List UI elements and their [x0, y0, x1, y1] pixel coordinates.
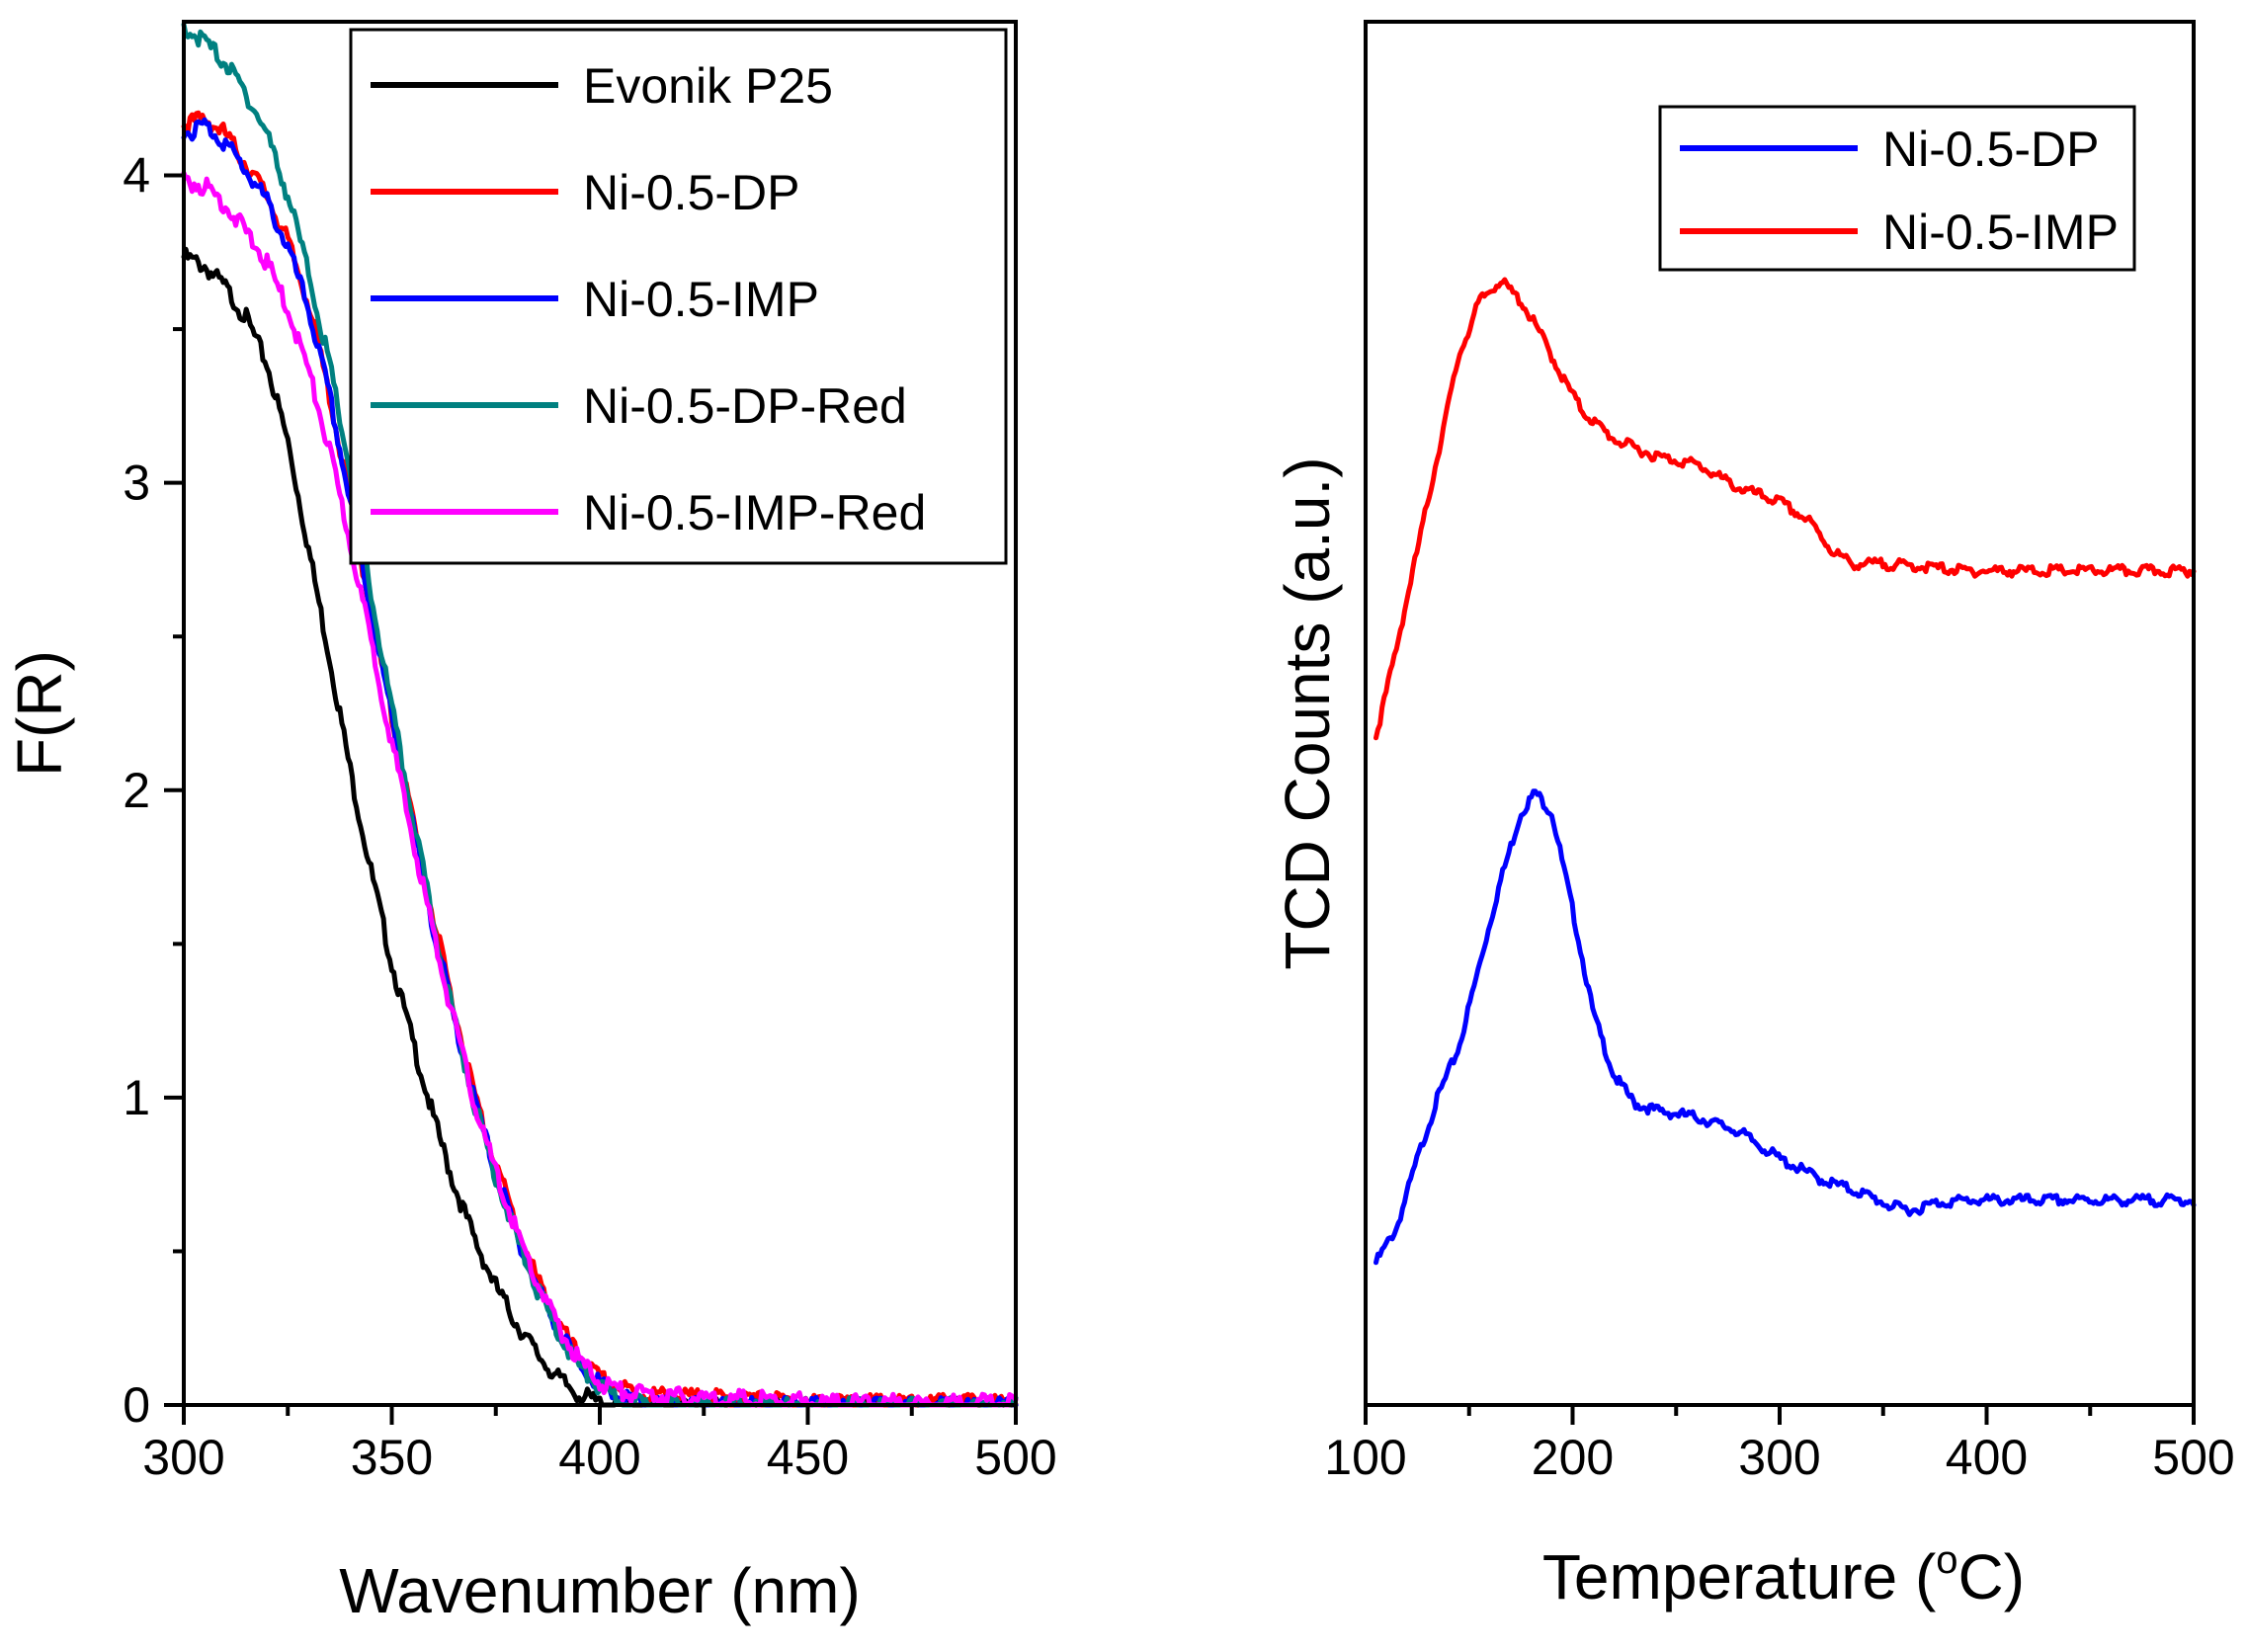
uv-vis-x-tick-label: 350	[351, 1430, 433, 1485]
tpr-x-tick-label: 400	[1946, 1430, 2028, 1485]
tpr-legend: Ni-0.5-DP Ni-0.5-IMP	[1658, 105, 2136, 272]
tpr-x-tick-label: 300	[1738, 1430, 1820, 1485]
tpr-legend-box	[1658, 105, 2136, 272]
tpr-x-axis-label-prefix: Temperature (	[1542, 1541, 1936, 1612]
uv-vis-y-tick-label: 1	[123, 1070, 150, 1125]
uv-vis-x-tick-label: 450	[767, 1430, 849, 1485]
uv-vis-y-tick-label: 2	[123, 763, 150, 818]
uv-vis-y-axis-label: F(R)	[4, 650, 75, 777]
uv-vis-legend-label: Ni-0.5-DP-Red	[583, 378, 907, 434]
tpr-y-axis-label: TCD Counts (a.u.)	[1272, 456, 1343, 969]
uv-vis-y-tick-label: 3	[123, 455, 150, 511]
uv-vis-legend-label: Ni-0.5-IMP	[583, 272, 819, 327]
uv-vis-legend: Evonik P25 Ni-0.5-DP Ni-0.5-IMP Ni-0.5-DP-R…	[349, 28, 1008, 565]
tpr-x-axis-label-suffix: C)	[1958, 1541, 2026, 1612]
uv-vis-legend-label: Ni-0.5-DP	[583, 165, 799, 220]
tpr-x-tick-label: 500	[2152, 1430, 2234, 1485]
uv-vis-x-tick-label: 400	[558, 1430, 640, 1485]
uv-vis-panel: 300 350 400 450 500 0 1 2 3 4 Wavenumber (nm) F(R…	[4, 20, 1057, 1626]
tpr-x-tick-label: 100	[1324, 1430, 1406, 1485]
uv-vis-ticks: 300 350 400 450 500 0 1 2 3 4	[123, 148, 1057, 1485]
uv-vis-legend-label: Evonik P25	[583, 58, 833, 114]
uv-vis-y-tick-label: 0	[123, 1377, 150, 1433]
uv-vis-y-tick-label: 4	[123, 148, 150, 204]
tpr-series-group	[1374, 277, 2197, 1266]
tpr-series-ni-0-5-imp	[1374, 277, 2197, 741]
uv-vis-x-tick-label: 500	[974, 1430, 1056, 1485]
tpr-panel: 100 200 300 400 500 Temperature (oC) TCD Cou…	[1272, 20, 2235, 1612]
tpr-x-axis-label-degree: o	[1936, 1538, 1957, 1582]
tpr-ticks: 100 200 300 400 500	[1324, 1405, 2235, 1485]
uv-vis-x-axis-label: Wavenumber (nm)	[339, 1555, 861, 1626]
uv-vis-legend-label: Ni-0.5-IMP-Red	[583, 485, 926, 540]
uv-vis-x-tick-label: 300	[142, 1430, 224, 1485]
tpr-series-ni-0-5-dp	[1374, 788, 2197, 1266]
tpr-legend-label: Ni-0.5-DP	[1882, 122, 2099, 177]
tpr-legend-label: Ni-0.5-IMP	[1882, 205, 2119, 260]
tpr-x-tick-label: 200	[1532, 1430, 1614, 1485]
tpr-x-axis-label: Temperature (oC)	[1542, 1538, 2025, 1612]
